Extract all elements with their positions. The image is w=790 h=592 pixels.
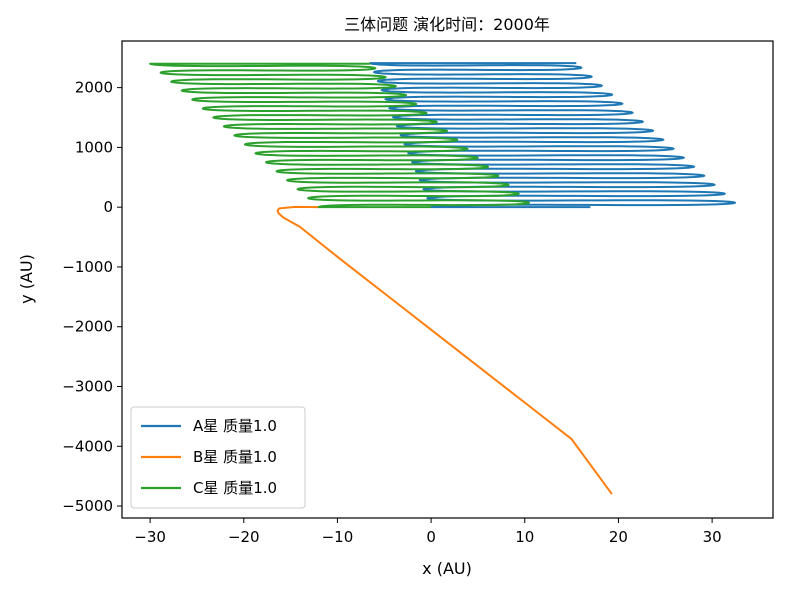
legend: A星 质量1.0 B星 质量1.0 C星 质量1.0 bbox=[130, 406, 306, 509]
x-tick-label: 0 bbox=[426, 528, 436, 546]
x-tick-label: 30 bbox=[703, 528, 722, 546]
y-tick-label: −2000 bbox=[62, 318, 113, 336]
x-tick-label: 10 bbox=[515, 528, 534, 546]
y-axis: −5000 −4000 −3000 −2000 −1000 0 1000 2000 bbox=[62, 79, 122, 515]
x-axis: −30 −20 −10 0 10 20 30 bbox=[134, 518, 722, 546]
legend-label-b: B星 质量1.0 bbox=[193, 448, 277, 466]
x-tick-label: −20 bbox=[228, 528, 260, 546]
series-b-line bbox=[276, 205, 613, 495]
legend-box bbox=[130, 406, 306, 509]
y-tick-label: 1000 bbox=[75, 138, 113, 156]
legend-label-c: C星 质量1.0 bbox=[193, 479, 277, 497]
y-tick-label: −5000 bbox=[62, 497, 113, 515]
y-tick-label: 2000 bbox=[75, 79, 113, 97]
series-a-line bbox=[369, 62, 737, 209]
x-axis-label: x (AU) bbox=[422, 559, 472, 578]
series-layer bbox=[149, 62, 737, 495]
legend-label-a: A星 质量1.0 bbox=[193, 417, 277, 435]
y-tick-label: −3000 bbox=[62, 377, 113, 395]
plot-frame bbox=[121, 40, 774, 519]
y-tick-label: −1000 bbox=[62, 258, 113, 276]
x-tick-label: −30 bbox=[134, 528, 166, 546]
y-tick-label: −4000 bbox=[62, 437, 113, 455]
series-c-line bbox=[149, 62, 531, 209]
x-tick-label: 20 bbox=[609, 528, 628, 546]
chart-title: 三体问题 演化时间：2000年 bbox=[344, 15, 550, 34]
y-tick-label: 0 bbox=[103, 198, 113, 216]
x-tick-label: −10 bbox=[322, 528, 354, 546]
y-axis-label: y (AU) bbox=[17, 254, 36, 304]
